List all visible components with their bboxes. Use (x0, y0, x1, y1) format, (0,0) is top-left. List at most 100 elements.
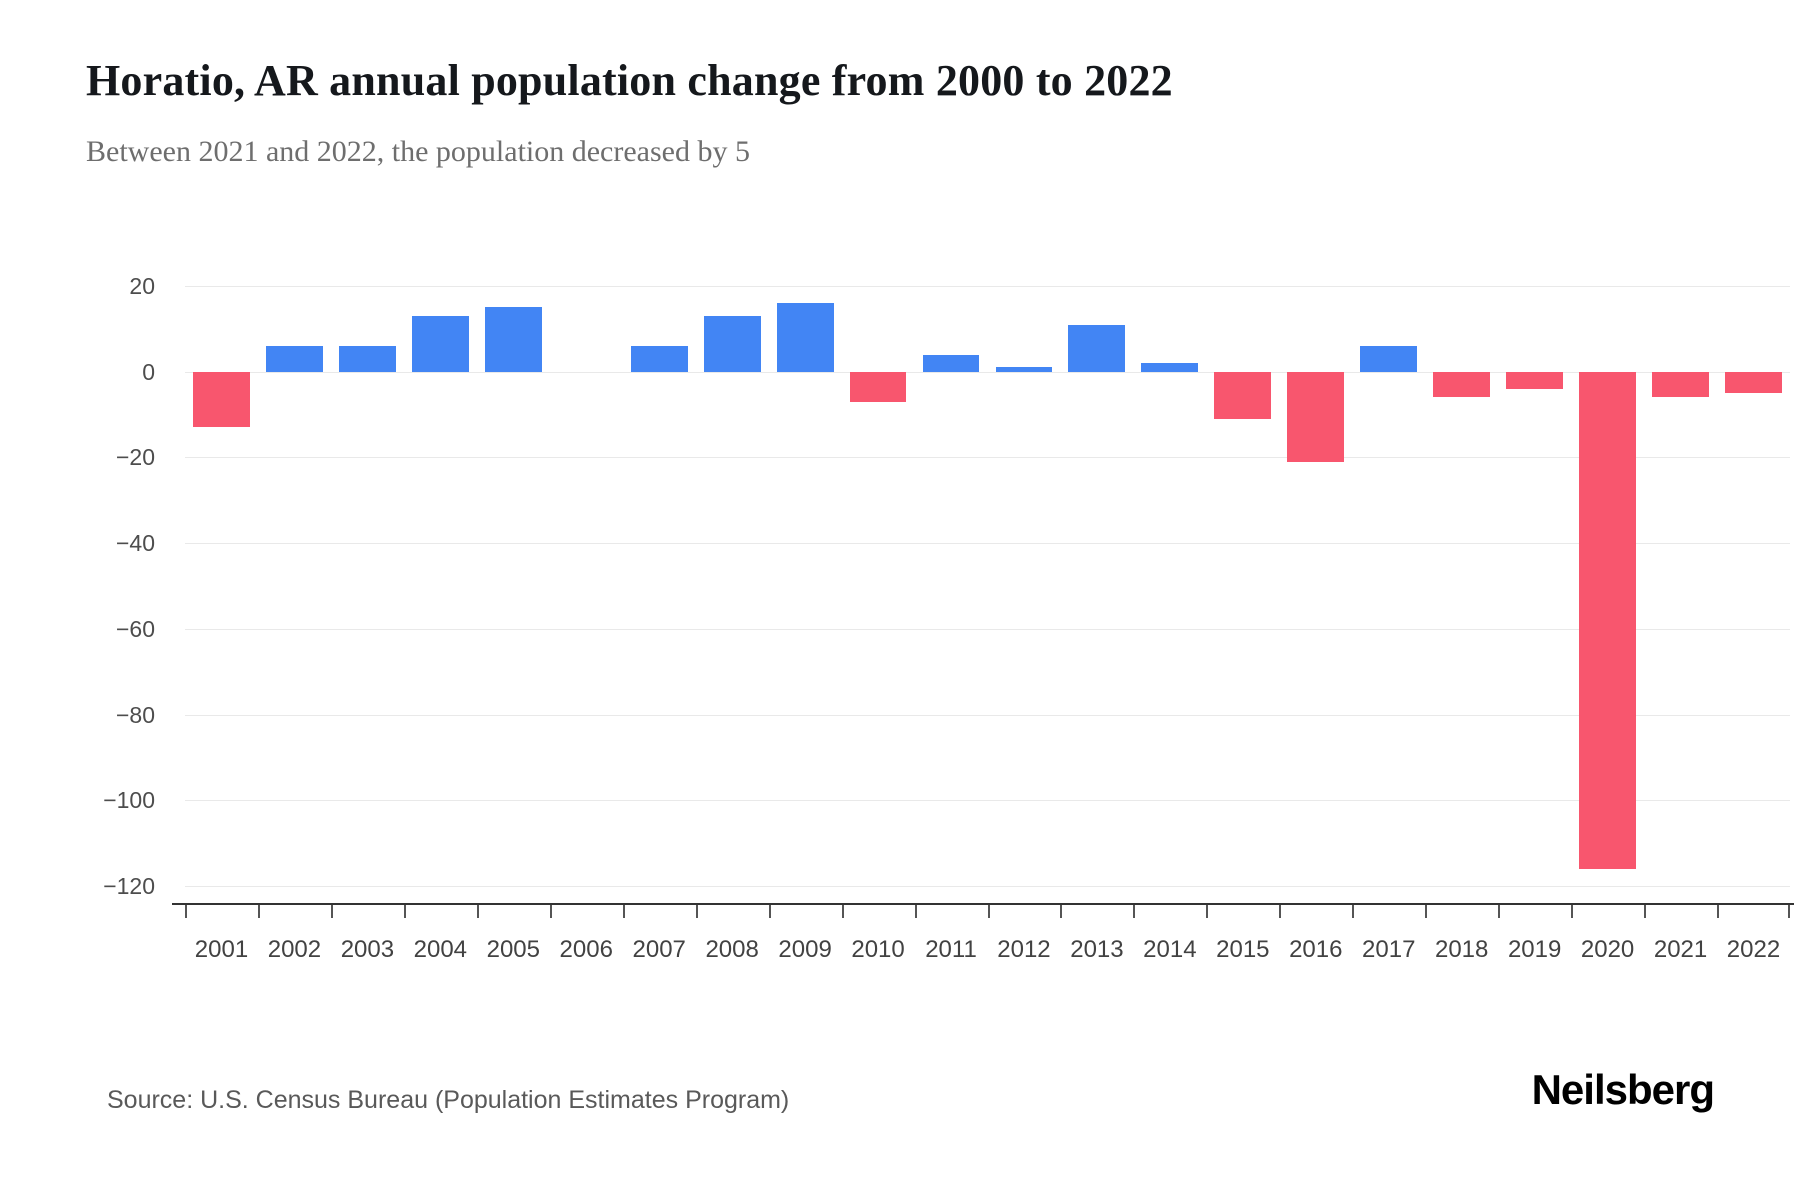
x-label-2022: 2022 (1726, 936, 1781, 963)
bar-2018[interactable] (1433, 371, 1491, 398)
bar-chart: 20 0 −20 −40 −60 −80 −100 −120 2001 2002 2003 2004… (103, 273, 1794, 964)
chart-title: Horatio, AR annual population change fro… (86, 56, 1173, 105)
bar-cell-2012 (987, 286, 1060, 886)
bar-cell-2014 (1133, 286, 1206, 886)
x-label-2020: 2020 (1580, 936, 1635, 963)
bar-2009[interactable] (776, 303, 834, 372)
x-tick-4 (476, 905, 479, 918)
x-label-2007: 2007 (632, 936, 686, 963)
bar-cell-2021 (1644, 286, 1717, 886)
x-label-2005: 2005 (486, 936, 540, 963)
chart-subtitle: Between 2021 and 2022, the population de… (86, 135, 750, 168)
x-label-2011: 2011 (925, 936, 977, 963)
x-tick-16 (1352, 905, 1355, 918)
x-label-2010: 2010 (851, 936, 905, 963)
bar-cell-2010 (842, 286, 915, 886)
bar-cell-2017 (1352, 286, 1425, 886)
x-label-2013: 2013 (1070, 936, 1124, 963)
bar-2001[interactable] (193, 371, 250, 428)
x-label-2001: 2001 (194, 936, 249, 963)
plot-area (185, 286, 1790, 887)
bar-2011[interactable] (922, 354, 980, 372)
x-label-2014: 2014 (1143, 936, 1197, 963)
bar-2017[interactable] (1360, 346, 1418, 372)
x-axis-labels: 2001 2002 2003 2004 2005 2006 2007 2008 2009 2010… (185, 936, 1790, 964)
gridline--40 (185, 543, 1790, 545)
x-tick-8 (768, 905, 771, 918)
y-tick-label--120: −120 (103, 873, 155, 899)
neilsberg-logo: Neilsberg (1531, 1066, 1715, 1113)
x-label-2019: 2019 (1507, 936, 1562, 963)
y-tick-label--100: −100 (103, 787, 155, 814)
x-tick-17 (1425, 905, 1428, 918)
gridline--100 (185, 800, 1790, 802)
x-label-2003: 2003 (340, 936, 395, 963)
bar-cell-2006 (550, 286, 623, 886)
bar-cell-2001 (185, 286, 258, 886)
x-tick-15 (1279, 905, 1282, 918)
x-tick-13 (1133, 905, 1136, 918)
x-label-2009: 2009 (778, 936, 832, 963)
x-tick-0 (185, 905, 187, 918)
bar-cell-2011 (915, 286, 988, 886)
x-tick-6 (622, 905, 625, 918)
bar-2008[interactable] (703, 316, 761, 372)
bar-cell-2004 (404, 286, 477, 886)
bar-cell-2005 (477, 286, 550, 886)
bar-cell-2002 (258, 286, 331, 886)
y-tick-label--60: −60 (115, 615, 155, 642)
x-tick-1 (257, 905, 260, 918)
bar-2012[interactable] (995, 367, 1053, 372)
bar-2005[interactable] (484, 307, 542, 372)
x-tick-19 (1571, 905, 1574, 918)
bar-cell-2019 (1498, 286, 1571, 886)
bar-cell-2009 (769, 286, 842, 886)
gridline--20 (185, 457, 1790, 459)
x-tick-20 (1644, 905, 1647, 918)
x-tick-21 (1717, 905, 1720, 918)
x-tick-7 (695, 905, 698, 918)
x-label-2017: 2017 (1362, 936, 1416, 963)
y-tick-label-0: 0 (142, 358, 155, 385)
bar-2019[interactable] (1506, 371, 1564, 389)
gridline--120 (185, 886, 1790, 887)
gridline--60 (185, 628, 1790, 630)
y-tick-label--40: −40 (115, 530, 155, 557)
bar-2015[interactable] (1214, 371, 1272, 419)
x-tick-10 (914, 905, 917, 918)
bar-2022[interactable] (1725, 371, 1782, 394)
bar-2003[interactable] (338, 346, 396, 372)
bar-2021[interactable] (1652, 371, 1709, 398)
bar-cell-2003 (331, 286, 404, 886)
x-tick-18 (1498, 905, 1501, 918)
bar-2016[interactable] (1287, 371, 1345, 462)
gridline--80 (185, 714, 1790, 716)
bar-cell-2016 (1279, 286, 1352, 886)
x-tick-5 (549, 905, 552, 918)
x-tick-14 (1206, 905, 1209, 918)
y-tick-label-20: 20 (129, 273, 155, 299)
bar-cell-2008 (696, 286, 769, 886)
x-tick-12 (1060, 905, 1063, 918)
bar-2007[interactable] (630, 346, 688, 372)
bar-2014[interactable] (1141, 363, 1199, 372)
x-label-2006: 2006 (559, 936, 613, 963)
bar-cell-2015 (1206, 286, 1279, 886)
x-tick-11 (987, 905, 990, 918)
bar-cell-2013 (1060, 286, 1133, 886)
x-tick-3 (403, 905, 406, 918)
x-tick-22 (1788, 905, 1790, 918)
bar-2004[interactable] (411, 316, 469, 372)
bar-2013[interactable] (1068, 324, 1126, 372)
x-axis-line (172, 903, 1794, 905)
x-label-2012: 2012 (997, 936, 1051, 963)
bar-2010[interactable] (849, 371, 907, 402)
x-label-2008: 2008 (705, 936, 759, 963)
x-label-2016: 2016 (1289, 936, 1343, 963)
bar-2002[interactable] (265, 346, 323, 372)
bar-cell-2007 (623, 286, 696, 886)
bar-cell-2018 (1425, 286, 1498, 886)
x-tick-2 (330, 905, 333, 918)
bar-2020[interactable] (1579, 371, 1637, 869)
